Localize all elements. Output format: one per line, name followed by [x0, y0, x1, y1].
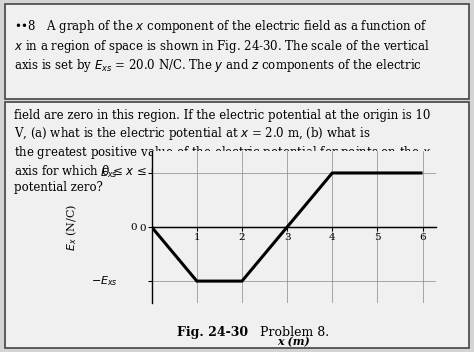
Text: Problem 8.: Problem 8. — [260, 326, 329, 339]
Text: Fig. 24-30: Fig. 24-30 — [177, 326, 248, 339]
FancyBboxPatch shape — [5, 102, 469, 348]
Text: $E_{xs}$: $E_{xs}$ — [100, 166, 118, 180]
Text: $E_x$ (N/C): $E_x$ (N/C) — [65, 203, 79, 251]
Text: field are zero in this region. If the electric potential at the origin is 10
V, : field are zero in this region. If the el… — [14, 109, 435, 194]
FancyBboxPatch shape — [5, 4, 469, 99]
Text: ••8   A graph of the $x$ component of the electric field as a function of
$x$ in: ••8 A graph of the $x$ component of the … — [14, 18, 430, 74]
Text: $-E_{xs}$: $-E_{xs}$ — [91, 274, 118, 288]
Text: x (m): x (m) — [277, 336, 310, 347]
Text: 0: 0 — [131, 222, 137, 232]
